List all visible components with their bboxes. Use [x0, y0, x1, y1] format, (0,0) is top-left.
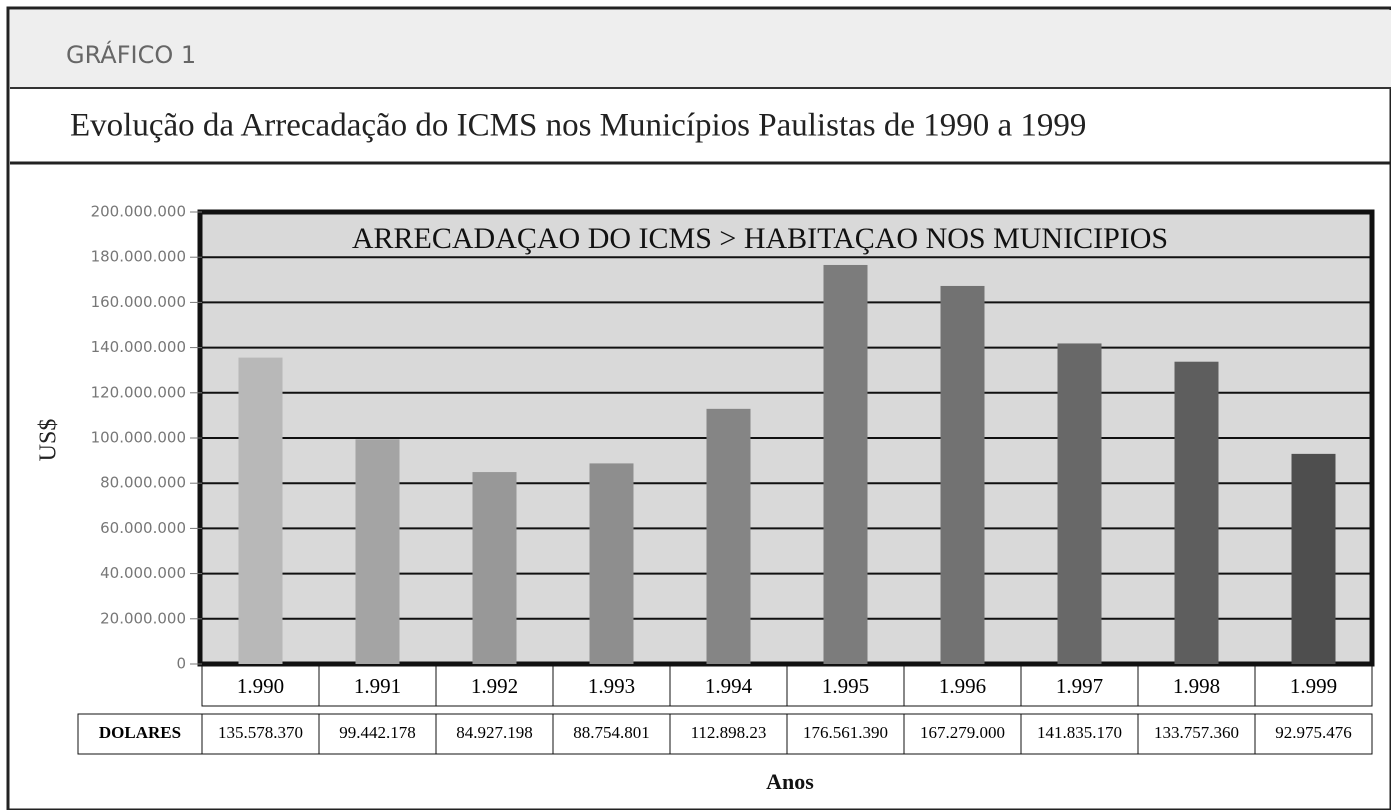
chart-title: ARRECADAÇAO DO ICMS > HABITAÇAO NOS MUNI… [352, 222, 1168, 255]
bar [706, 408, 751, 664]
value-label: 112.898.23 [691, 723, 767, 742]
bar [1291, 453, 1336, 664]
y-tick-label: 20.000.000 [100, 609, 186, 627]
bar [1057, 343, 1102, 664]
bar [238, 357, 283, 664]
bar [823, 264, 868, 664]
x-tick-label: 1.996 [939, 674, 986, 698]
figure-title: Evolução da Arrecadação do ICMS nos Muni… [70, 108, 1086, 144]
y-tick-label: 60.000.000 [100, 519, 186, 537]
y-tick-label: 160.000.000 [91, 293, 186, 311]
bar [940, 285, 985, 664]
bar [589, 463, 634, 664]
bar [1174, 361, 1219, 664]
value-label: 92.975.476 [1275, 723, 1352, 742]
x-tick-label: 1.991 [354, 674, 401, 698]
y-tick-label: 0 [176, 655, 186, 673]
x-axis-label: Anos [766, 769, 814, 794]
x-tick-label: 1.990 [237, 674, 284, 698]
value-label: 141.835.170 [1037, 723, 1122, 742]
value-label: 176.561.390 [803, 723, 888, 742]
value-label: 133.757.360 [1154, 723, 1239, 742]
value-label: 135.578.370 [218, 723, 303, 742]
figure-label: GRÁFICO 1 [66, 40, 196, 69]
row-label: DOLARES [99, 723, 181, 742]
bar [355, 439, 400, 664]
x-tick-label: 1.997 [1056, 674, 1103, 698]
y-tick-label: 80.000.000 [100, 474, 186, 492]
y-tick-label: 180.000.000 [91, 248, 186, 266]
x-tick-label: 1.999 [1290, 674, 1337, 698]
bar [472, 472, 517, 664]
table-cell [1254, 665, 1373, 707]
y-tick-label: 200.000.000 [91, 203, 186, 221]
y-tick-label: 120.000.000 [91, 383, 186, 401]
x-tick-label: 1.992 [471, 674, 518, 698]
value-label: 84.927.198 [456, 723, 533, 742]
value-label: 99.442.178 [339, 723, 416, 742]
table-cell [1254, 713, 1373, 755]
value-label: 167.279.000 [920, 723, 1005, 742]
x-tick-label: 1.995 [822, 674, 869, 698]
y-tick-label: 140.000.000 [91, 338, 186, 356]
y-axis-label: US$ [36, 419, 62, 462]
y-tick-label: 100.000.000 [91, 429, 186, 447]
header-band [10, 10, 1391, 88]
y-tick-label: 40.000.000 [100, 564, 186, 582]
value-label: 88.754.801 [573, 723, 650, 742]
x-tick-label: 1.993 [588, 674, 635, 698]
x-tick-label: 1.998 [1173, 674, 1220, 698]
x-tick-label: 1.994 [705, 674, 753, 698]
